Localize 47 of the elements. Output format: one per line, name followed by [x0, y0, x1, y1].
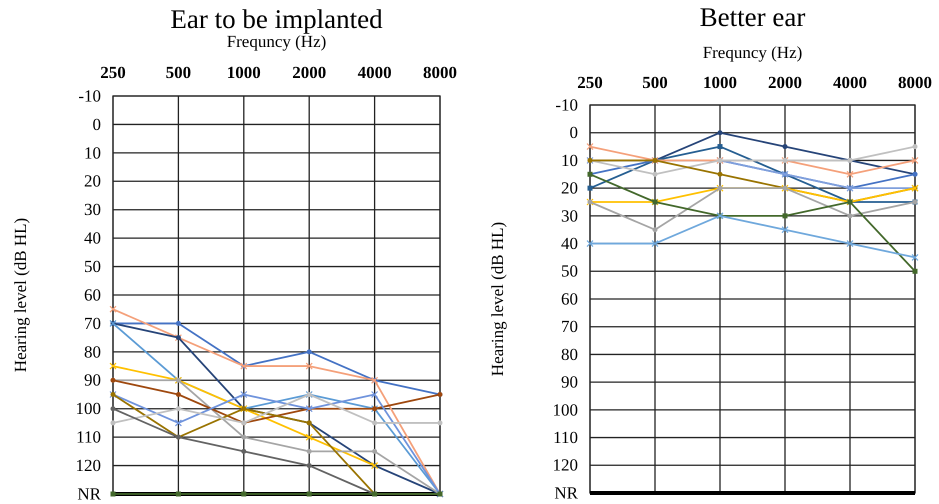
- x-tick-label: 1000: [703, 73, 737, 92]
- y-tick-label: 70: [561, 317, 578, 336]
- y-tick-label: 40: [84, 228, 101, 248]
- x-tick-label: 2000: [768, 73, 802, 92]
- y-tick-label: 120: [552, 456, 578, 475]
- chart-title: Ear to be implanted: [170, 4, 384, 34]
- y-tick-label: 20: [561, 178, 578, 198]
- y-tick-label: 120: [76, 456, 101, 476]
- y-tick-label: 90: [561, 372, 578, 392]
- y-tick-label: 30: [84, 200, 101, 220]
- y-tick-label: 30: [561, 206, 578, 226]
- y-axis-title: Hearing level (dB HL): [11, 218, 30, 372]
- y-tick-label: 0: [92, 114, 101, 134]
- x-tick-label: 8000: [898, 73, 932, 92]
- y-tick-label: 40: [561, 234, 578, 254]
- y-tick-label: 90: [84, 370, 101, 390]
- y-tick-label: 10: [561, 150, 578, 170]
- y-tick-label: -10: [555, 95, 578, 114]
- y-axis-title: Hearing level (dB HL): [488, 222, 507, 376]
- x-axis-title: Frequncy (Hz): [702, 43, 802, 62]
- y-tick-label: 100: [76, 399, 101, 418]
- x-tick-label: 250: [577, 73, 603, 92]
- y-tick-label: 0: [570, 123, 578, 142]
- y-tick-label: NR: [554, 483, 579, 502]
- y-tick-label: 60: [84, 285, 101, 304]
- x-tick-label: 500: [642, 73, 668, 92]
- y-tick-label: 50: [84, 257, 101, 276]
- x-tick-label: 500: [166, 63, 192, 82]
- y-tick-label: NR: [77, 484, 102, 504]
- x-tick-label: 8000: [423, 63, 457, 82]
- chart-title: Better ear: [700, 2, 806, 32]
- y-tick-label: 80: [561, 344, 578, 364]
- y-tick-label: -10: [78, 86, 101, 106]
- x-tick-label: 2000: [292, 63, 326, 82]
- y-tick-label: 50: [561, 262, 578, 281]
- x-tick-label: 250: [100, 63, 126, 82]
- x-tick-label: 4000: [833, 73, 867, 92]
- y-tick-label: 100: [552, 400, 578, 420]
- y-tick-label: 110: [553, 428, 578, 448]
- y-tick-label: 20: [84, 172, 101, 191]
- y-tick-label: 110: [76, 428, 101, 447]
- x-tick-label: 1000: [226, 63, 261, 82]
- y-tick-label: 60: [561, 289, 578, 308]
- y-tick-label: 80: [84, 342, 101, 362]
- x-tick-label: 4000: [358, 63, 392, 82]
- y-tick-label: 70: [84, 314, 101, 333]
- y-tick-label: 10: [84, 143, 101, 162]
